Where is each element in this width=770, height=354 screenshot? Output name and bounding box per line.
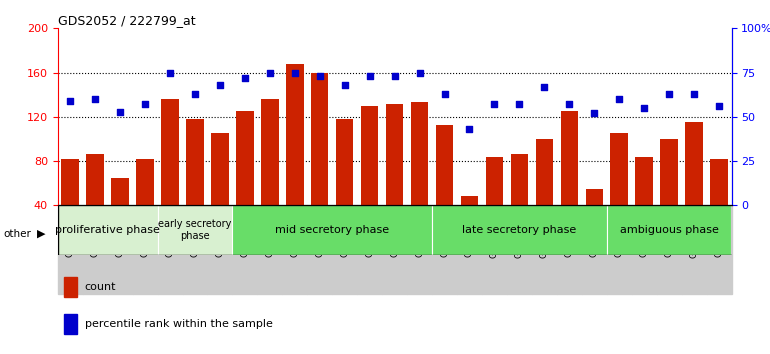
- Text: early secretory
phase: early secretory phase: [159, 219, 232, 241]
- Bar: [532, 205, 557, 294]
- Text: ▶: ▶: [37, 229, 45, 239]
- Bar: [161, 99, 179, 250]
- Bar: [436, 125, 454, 250]
- Bar: [607, 205, 731, 255]
- Bar: [457, 205, 482, 294]
- Bar: [65, 314, 76, 334]
- Point: [289, 70, 301, 75]
- Bar: [507, 205, 532, 294]
- Text: proliferative phase: proliferative phase: [55, 225, 160, 235]
- Bar: [707, 205, 732, 294]
- Point: [413, 70, 426, 75]
- Bar: [158, 205, 182, 294]
- Bar: [186, 119, 204, 250]
- Bar: [58, 205, 158, 255]
- Bar: [357, 205, 382, 294]
- Bar: [611, 133, 628, 250]
- Bar: [386, 104, 403, 250]
- Bar: [635, 156, 653, 250]
- Bar: [233, 205, 432, 255]
- Bar: [207, 205, 233, 294]
- Text: GDS2052 / 222799_at: GDS2052 / 222799_at: [58, 14, 196, 27]
- Bar: [132, 205, 158, 294]
- Bar: [657, 205, 681, 294]
- Bar: [585, 189, 603, 250]
- Point: [464, 126, 476, 132]
- Bar: [62, 159, 79, 250]
- Bar: [432, 205, 457, 294]
- Point: [713, 103, 725, 109]
- Bar: [631, 205, 657, 294]
- Point: [388, 73, 400, 79]
- Point: [164, 70, 176, 75]
- Point: [488, 102, 500, 107]
- Point: [263, 70, 276, 75]
- Point: [613, 96, 625, 102]
- Bar: [283, 205, 307, 294]
- Text: mid secretory phase: mid secretory phase: [275, 225, 390, 235]
- Bar: [361, 106, 378, 250]
- Point: [114, 109, 126, 114]
- Bar: [311, 73, 329, 250]
- Text: count: count: [85, 282, 116, 292]
- Bar: [307, 205, 332, 294]
- Point: [239, 75, 251, 81]
- Point: [514, 102, 526, 107]
- Bar: [182, 205, 207, 294]
- Bar: [411, 102, 428, 250]
- Text: other: other: [4, 229, 32, 239]
- Point: [438, 91, 450, 97]
- Bar: [158, 205, 233, 255]
- Bar: [511, 154, 528, 250]
- Bar: [536, 139, 553, 250]
- Text: ambiguous phase: ambiguous phase: [620, 225, 718, 235]
- Text: late secretory phase: late secretory phase: [462, 225, 577, 235]
- Point: [189, 91, 201, 97]
- Bar: [82, 205, 108, 294]
- Bar: [211, 133, 229, 250]
- Point: [538, 84, 551, 90]
- Bar: [582, 205, 607, 294]
- Point: [139, 102, 151, 107]
- Bar: [58, 205, 82, 294]
- Point: [663, 91, 675, 97]
- Bar: [236, 111, 253, 250]
- Bar: [710, 159, 728, 250]
- Bar: [65, 277, 76, 297]
- Bar: [561, 111, 578, 250]
- Bar: [685, 122, 703, 250]
- Bar: [460, 196, 478, 250]
- Bar: [286, 64, 303, 250]
- Bar: [486, 156, 503, 250]
- Point: [313, 73, 326, 79]
- Point: [64, 98, 76, 104]
- Point: [563, 102, 575, 107]
- Bar: [432, 205, 607, 255]
- Point: [638, 105, 651, 111]
- Bar: [382, 205, 407, 294]
- Point: [363, 73, 376, 79]
- Bar: [257, 205, 283, 294]
- Bar: [661, 139, 678, 250]
- Point: [339, 82, 351, 88]
- Bar: [407, 205, 432, 294]
- Bar: [557, 205, 582, 294]
- Bar: [332, 205, 357, 294]
- Point: [214, 82, 226, 88]
- Point: [89, 96, 102, 102]
- Bar: [233, 205, 257, 294]
- Bar: [607, 205, 631, 294]
- Bar: [86, 154, 104, 250]
- Bar: [136, 159, 154, 250]
- Bar: [482, 205, 507, 294]
- Bar: [108, 205, 132, 294]
- Bar: [261, 99, 279, 250]
- Text: percentile rank within the sample: percentile rank within the sample: [85, 319, 273, 329]
- Bar: [336, 119, 353, 250]
- Bar: [112, 178, 129, 250]
- Bar: [681, 205, 707, 294]
- Point: [688, 91, 700, 97]
- Point: [588, 110, 601, 116]
